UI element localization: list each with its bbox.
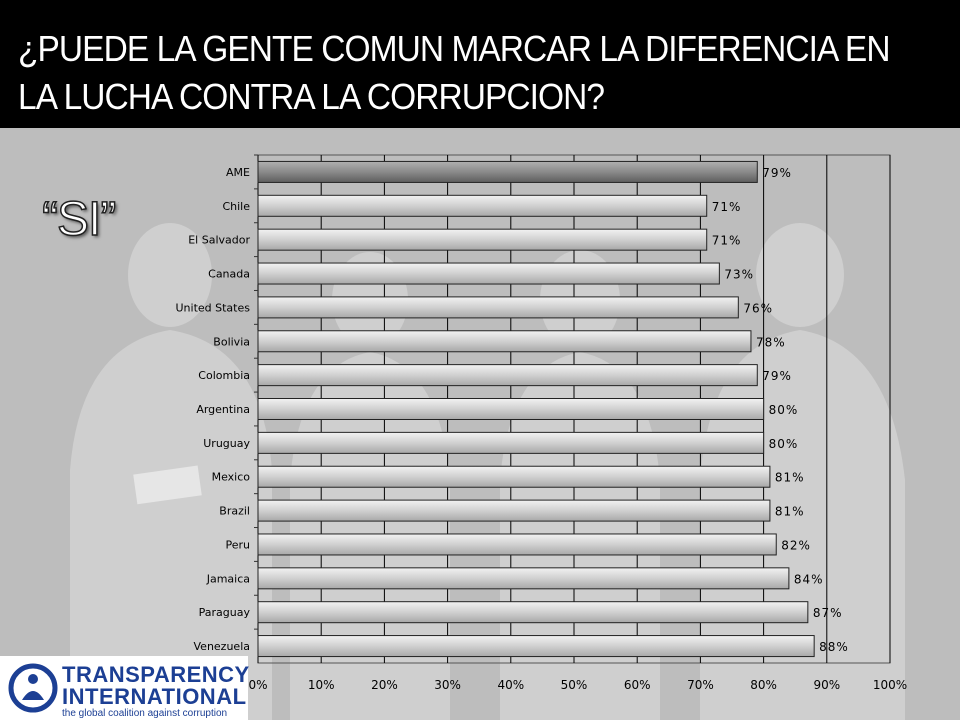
bar-canada <box>257 262 720 285</box>
x-tick-label: 70% <box>687 678 714 692</box>
data-label: 87% <box>813 606 843 620</box>
x-tick-label: 20% <box>371 678 398 692</box>
transparency-international-logo: TRANSPARENCY INTERNATIONAL the global co… <box>0 656 250 720</box>
x-tick-label: 80% <box>750 678 777 692</box>
category-label: Jamaica <box>206 572 250 585</box>
bar-mexico <box>257 465 771 488</box>
category-label: Canada <box>208 268 250 281</box>
bar-colombia <box>257 364 758 387</box>
data-label: 80% <box>769 403 799 417</box>
category-label: Bolivia <box>213 335 250 348</box>
logo-tagline: the global coalition against corruption <box>62 708 228 719</box>
category-label: Chile <box>222 200 250 213</box>
bar-el-salvador <box>257 228 708 251</box>
x-tick-label: 50% <box>561 678 588 692</box>
ti-globe-icon <box>8 663 58 713</box>
bar-uruguay <box>257 431 765 454</box>
category-label: Peru <box>225 538 250 551</box>
data-label: 82% <box>781 538 811 552</box>
bar-bolivia <box>257 330 752 353</box>
category-label: Uruguay <box>203 437 250 450</box>
bar-united-states <box>257 296 739 319</box>
page-title-line-2: LA LUCHA CONTRA LA CORRUPCION? <box>18 76 605 117</box>
category-label: AME <box>226 166 250 179</box>
category-label: Paraguay <box>199 606 251 619</box>
data-label: 76% <box>743 301 773 315</box>
x-tick-label: 40% <box>497 678 524 692</box>
bar-argentina <box>257 398 765 420</box>
data-label: 78% <box>756 335 786 349</box>
x-tick-label: 30% <box>434 678 461 692</box>
category-label: Mexico <box>212 471 251 484</box>
data-label: 81% <box>775 471 805 485</box>
category-label: United States <box>176 301 251 314</box>
data-label: 79% <box>762 166 792 180</box>
x-tick-label: 0% <box>248 678 267 692</box>
x-tick-label: 90% <box>813 678 840 692</box>
x-tick-label: 100% <box>873 678 907 692</box>
bar-chile <box>257 194 708 217</box>
category-label: Colombia <box>198 369 250 382</box>
category-label: El Salvador <box>188 234 250 247</box>
header-bar: ¿PUEDE LA GENTE COMUN MARCAR LA DIFERENC… <box>0 0 960 128</box>
data-label: 71% <box>712 200 742 214</box>
bar-paraguay <box>257 601 809 624</box>
page-title-line-1: ¿PUEDE LA GENTE COMUN MARCAR LA DIFERENC… <box>18 28 891 69</box>
category-label: Venezuela <box>194 640 251 653</box>
subtitle-si: “SI” <box>41 192 117 247</box>
bar-peru <box>257 533 777 556</box>
data-label: 79% <box>762 369 792 383</box>
data-label: 84% <box>794 572 824 586</box>
category-label: Brazil <box>219 505 250 518</box>
bar-ame <box>257 160 758 183</box>
data-label: 73% <box>724 268 754 282</box>
bar-jamaica <box>257 567 790 590</box>
data-label: 81% <box>775 505 805 519</box>
logo-text-international: INTERNATIONAL <box>62 684 247 709</box>
bar-brazil <box>257 499 771 522</box>
data-label: 88% <box>819 640 849 654</box>
data-label: 71% <box>712 234 742 248</box>
x-tick-label: 10% <box>308 678 335 692</box>
data-label: 80% <box>769 437 799 451</box>
logo-text-transparency: TRANSPARENCY <box>62 662 250 687</box>
category-label: Argentina <box>196 403 250 416</box>
x-tick-label: 60% <box>624 678 651 692</box>
bar-venezuela <box>257 635 815 658</box>
